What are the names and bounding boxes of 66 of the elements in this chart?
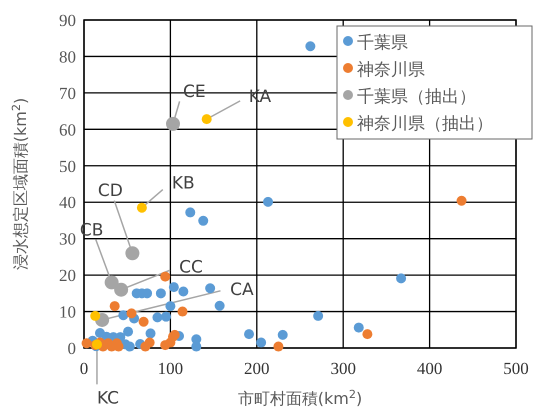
annotation: KC	[96, 388, 120, 408]
x-axis-title: 市町村面積(km$^{2}$)	[238, 388, 362, 408]
y-tick-label: 60	[59, 120, 76, 140]
annotation: CA	[230, 280, 254, 300]
point	[126, 308, 137, 318]
x-tick-label: 400	[416, 359, 442, 378]
point	[140, 342, 150, 352]
point	[156, 288, 166, 298]
legend-label: 千葉県（抽出）	[357, 87, 476, 107]
point	[198, 216, 208, 226]
y-tick-label: 90	[59, 11, 76, 30]
x-tick-label: 0	[80, 359, 88, 378]
point	[313, 310, 324, 321]
y-tick-label: 40	[59, 193, 76, 212]
point	[354, 322, 364, 333]
point	[263, 196, 274, 207]
point	[138, 316, 149, 327]
point	[125, 246, 140, 260]
point	[178, 286, 188, 297]
point	[214, 300, 225, 311]
point	[205, 283, 216, 294]
x-tick-label: 200	[244, 359, 270, 378]
y-tick-label: 50	[59, 156, 76, 176]
y-tick-label: 70	[59, 84, 76, 103]
annotation: KB	[172, 174, 195, 194]
point	[146, 328, 156, 338]
point	[191, 342, 202, 352]
point	[202, 114, 212, 124]
point	[90, 310, 100, 321]
y-tick-label: 30	[59, 230, 76, 249]
point	[185, 207, 196, 218]
point	[177, 306, 188, 317]
y-tick-label: 80	[59, 47, 76, 66]
annotation: CD	[98, 181, 123, 202]
x-tick-label: 500	[503, 359, 529, 378]
legend-label: 千葉県	[357, 33, 408, 53]
point	[396, 273, 406, 284]
annotation: CC	[179, 258, 203, 278]
point	[160, 272, 170, 282]
point	[273, 342, 284, 352]
y-tick-label: 0	[68, 339, 76, 358]
point	[110, 301, 120, 312]
point	[161, 312, 172, 322]
point	[362, 329, 372, 340]
x-tick-label: 300	[330, 359, 356, 378]
point	[118, 310, 128, 320]
point	[456, 196, 467, 206]
point	[165, 338, 176, 348]
y-tick-label: 10	[59, 302, 76, 322]
point	[165, 301, 176, 312]
point	[166, 116, 180, 131]
point	[256, 338, 266, 348]
point	[114, 282, 128, 297]
point	[152, 312, 162, 322]
y-tick-label: 20	[59, 266, 76, 286]
point	[244, 329, 254, 340]
legend-label: 神奈川県	[357, 60, 425, 80]
x-tick-label: 100	[158, 359, 184, 378]
point	[305, 41, 316, 52]
point	[82, 338, 92, 348]
point	[123, 326, 134, 337]
point	[104, 275, 119, 290]
legend-label: 神奈川県（抽出）	[357, 114, 493, 134]
point	[136, 202, 147, 213]
point	[168, 282, 179, 292]
point	[278, 330, 288, 340]
